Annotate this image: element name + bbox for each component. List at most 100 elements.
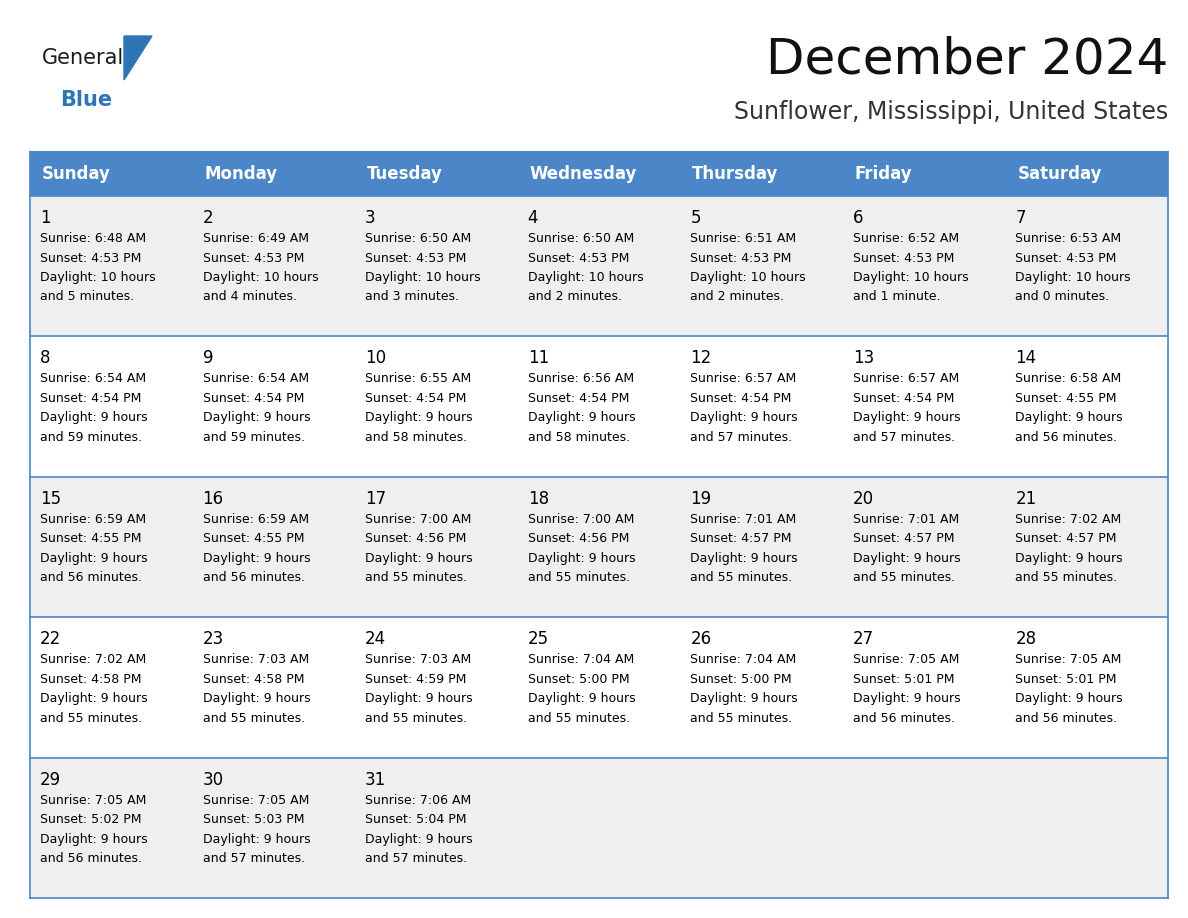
Text: 5: 5 bbox=[690, 209, 701, 227]
Text: and 57 minutes.: and 57 minutes. bbox=[853, 431, 955, 444]
Text: Sunrise: 7:05 AM: Sunrise: 7:05 AM bbox=[1016, 654, 1121, 666]
Text: and 1 minute.: and 1 minute. bbox=[853, 290, 941, 304]
Text: Sunrise: 7:00 AM: Sunrise: 7:00 AM bbox=[365, 513, 472, 526]
Text: Daylight: 9 hours: Daylight: 9 hours bbox=[690, 552, 798, 565]
Text: 19: 19 bbox=[690, 490, 712, 508]
Text: Sunset: 5:03 PM: Sunset: 5:03 PM bbox=[203, 813, 304, 826]
Text: Sunset: 5:01 PM: Sunset: 5:01 PM bbox=[853, 673, 954, 686]
Text: Sunflower, Mississippi, United States: Sunflower, Mississippi, United States bbox=[734, 100, 1168, 124]
Text: Sunrise: 6:51 AM: Sunrise: 6:51 AM bbox=[690, 232, 796, 245]
Text: 1: 1 bbox=[40, 209, 51, 227]
Text: Sunrise: 7:03 AM: Sunrise: 7:03 AM bbox=[365, 654, 472, 666]
Text: Daylight: 9 hours: Daylight: 9 hours bbox=[40, 552, 147, 565]
Text: Sunset: 4:56 PM: Sunset: 4:56 PM bbox=[365, 532, 467, 545]
Text: 2: 2 bbox=[203, 209, 213, 227]
Text: General: General bbox=[42, 48, 125, 68]
Text: Daylight: 9 hours: Daylight: 9 hours bbox=[365, 411, 473, 424]
Text: Sunset: 4:57 PM: Sunset: 4:57 PM bbox=[1016, 532, 1117, 545]
Bar bbox=[30, 152, 1168, 196]
Text: Daylight: 9 hours: Daylight: 9 hours bbox=[203, 833, 310, 845]
Text: and 55 minutes.: and 55 minutes. bbox=[365, 571, 467, 584]
Text: Sunset: 4:53 PM: Sunset: 4:53 PM bbox=[203, 252, 304, 264]
Text: Sunset: 5:00 PM: Sunset: 5:00 PM bbox=[690, 673, 792, 686]
Text: Sunset: 4:54 PM: Sunset: 4:54 PM bbox=[365, 392, 467, 405]
Text: Daylight: 9 hours: Daylight: 9 hours bbox=[527, 552, 636, 565]
Text: Daylight: 10 hours: Daylight: 10 hours bbox=[690, 271, 805, 284]
Text: Sunset: 4:58 PM: Sunset: 4:58 PM bbox=[203, 673, 304, 686]
Bar bbox=[30, 617, 1168, 757]
Text: Sunrise: 7:04 AM: Sunrise: 7:04 AM bbox=[690, 654, 796, 666]
Text: Sunrise: 6:50 AM: Sunrise: 6:50 AM bbox=[365, 232, 472, 245]
Text: Sunset: 4:54 PM: Sunset: 4:54 PM bbox=[527, 392, 630, 405]
Text: Sunrise: 7:00 AM: Sunrise: 7:00 AM bbox=[527, 513, 634, 526]
Text: 6: 6 bbox=[853, 209, 864, 227]
Text: 16: 16 bbox=[203, 490, 223, 508]
Text: 15: 15 bbox=[40, 490, 61, 508]
Text: Sunrise: 7:02 AM: Sunrise: 7:02 AM bbox=[40, 654, 146, 666]
Text: Sunset: 5:00 PM: Sunset: 5:00 PM bbox=[527, 673, 630, 686]
Text: and 55 minutes.: and 55 minutes. bbox=[690, 711, 792, 724]
Text: and 57 minutes.: and 57 minutes. bbox=[365, 852, 467, 865]
Text: Sunrise: 7:03 AM: Sunrise: 7:03 AM bbox=[203, 654, 309, 666]
Text: 18: 18 bbox=[527, 490, 549, 508]
Text: Sunset: 4:54 PM: Sunset: 4:54 PM bbox=[690, 392, 791, 405]
Text: 3: 3 bbox=[365, 209, 375, 227]
Text: and 57 minutes.: and 57 minutes. bbox=[690, 431, 792, 444]
Text: and 55 minutes.: and 55 minutes. bbox=[40, 711, 143, 724]
Text: Sunrise: 7:06 AM: Sunrise: 7:06 AM bbox=[365, 793, 472, 807]
Text: Monday: Monday bbox=[204, 165, 278, 183]
Text: and 59 minutes.: and 59 minutes. bbox=[40, 431, 143, 444]
Text: Daylight: 9 hours: Daylight: 9 hours bbox=[365, 552, 473, 565]
Text: Daylight: 9 hours: Daylight: 9 hours bbox=[690, 411, 798, 424]
Text: 24: 24 bbox=[365, 630, 386, 648]
Text: Daylight: 10 hours: Daylight: 10 hours bbox=[40, 271, 156, 284]
Text: Friday: Friday bbox=[855, 165, 912, 183]
Text: Sunset: 4:54 PM: Sunset: 4:54 PM bbox=[40, 392, 141, 405]
Text: Daylight: 9 hours: Daylight: 9 hours bbox=[1016, 692, 1123, 705]
Text: Sunset: 4:55 PM: Sunset: 4:55 PM bbox=[40, 532, 141, 545]
Text: and 55 minutes.: and 55 minutes. bbox=[527, 711, 630, 724]
Text: 31: 31 bbox=[365, 770, 386, 789]
Text: Sunset: 4:57 PM: Sunset: 4:57 PM bbox=[690, 532, 791, 545]
Text: Sunrise: 6:57 AM: Sunrise: 6:57 AM bbox=[853, 373, 959, 386]
Text: Daylight: 9 hours: Daylight: 9 hours bbox=[690, 692, 798, 705]
Text: Sunset: 5:02 PM: Sunset: 5:02 PM bbox=[40, 813, 141, 826]
Bar bbox=[30, 196, 1168, 336]
Text: 13: 13 bbox=[853, 350, 874, 367]
Text: Daylight: 9 hours: Daylight: 9 hours bbox=[1016, 552, 1123, 565]
Text: Daylight: 9 hours: Daylight: 9 hours bbox=[365, 833, 473, 845]
Text: Daylight: 9 hours: Daylight: 9 hours bbox=[853, 552, 960, 565]
Text: 21: 21 bbox=[1016, 490, 1037, 508]
Text: Thursday: Thursday bbox=[693, 165, 778, 183]
Text: and 55 minutes.: and 55 minutes. bbox=[527, 571, 630, 584]
Text: and 56 minutes.: and 56 minutes. bbox=[40, 571, 143, 584]
Text: Sunrise: 7:05 AM: Sunrise: 7:05 AM bbox=[40, 793, 146, 807]
Text: 4: 4 bbox=[527, 209, 538, 227]
Bar bbox=[30, 336, 1168, 476]
Text: Sunrise: 7:05 AM: Sunrise: 7:05 AM bbox=[853, 654, 959, 666]
Text: and 55 minutes.: and 55 minutes. bbox=[690, 571, 792, 584]
Text: Sunrise: 6:55 AM: Sunrise: 6:55 AM bbox=[365, 373, 472, 386]
Text: Daylight: 10 hours: Daylight: 10 hours bbox=[365, 271, 481, 284]
Text: Sunrise: 7:01 AM: Sunrise: 7:01 AM bbox=[690, 513, 796, 526]
Text: Sunset: 4:53 PM: Sunset: 4:53 PM bbox=[527, 252, 630, 264]
Text: Daylight: 9 hours: Daylight: 9 hours bbox=[853, 692, 960, 705]
Bar bbox=[30, 757, 1168, 898]
Text: and 56 minutes.: and 56 minutes. bbox=[1016, 431, 1118, 444]
Text: and 56 minutes.: and 56 minutes. bbox=[1016, 711, 1118, 724]
Text: Blue: Blue bbox=[61, 90, 112, 110]
Text: 23: 23 bbox=[203, 630, 223, 648]
Text: 11: 11 bbox=[527, 350, 549, 367]
Text: Sunrise: 6:48 AM: Sunrise: 6:48 AM bbox=[40, 232, 146, 245]
Text: 26: 26 bbox=[690, 630, 712, 648]
Text: Sunrise: 6:56 AM: Sunrise: 6:56 AM bbox=[527, 373, 634, 386]
Text: 20: 20 bbox=[853, 490, 874, 508]
Text: and 2 minutes.: and 2 minutes. bbox=[690, 290, 784, 304]
Text: and 58 minutes.: and 58 minutes. bbox=[527, 431, 630, 444]
Text: 12: 12 bbox=[690, 350, 712, 367]
Text: 14: 14 bbox=[1016, 350, 1037, 367]
Text: Sunrise: 7:04 AM: Sunrise: 7:04 AM bbox=[527, 654, 634, 666]
Text: and 55 minutes.: and 55 minutes. bbox=[1016, 571, 1118, 584]
Text: Daylight: 9 hours: Daylight: 9 hours bbox=[203, 552, 310, 565]
Text: Daylight: 10 hours: Daylight: 10 hours bbox=[203, 271, 318, 284]
